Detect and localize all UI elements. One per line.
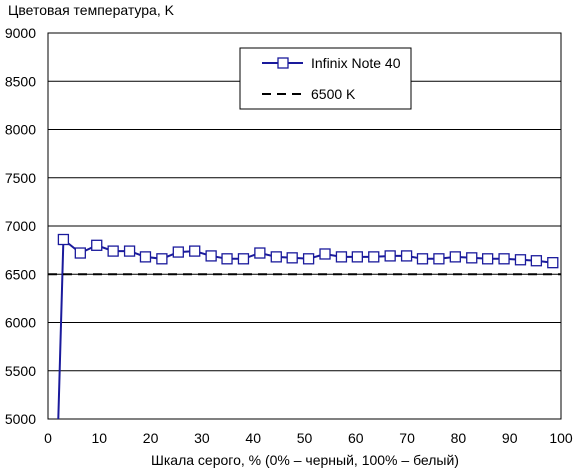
data-point-0-22 xyxy=(400,250,413,262)
data-point-0-28 xyxy=(498,253,510,265)
x-tick-30: 30 xyxy=(194,430,210,446)
y-tick-8000: 8000 xyxy=(5,122,36,138)
data-point-0-13 xyxy=(254,247,266,259)
x-tick-40: 40 xyxy=(245,430,261,446)
x-tick-100: 100 xyxy=(549,430,573,446)
data-point-0-26 xyxy=(466,252,478,264)
data-point-0-21 xyxy=(384,250,396,262)
y-tick-labels: 5000 5500 6000 6500 7000 7500 8000 8500 9000 xyxy=(5,25,36,427)
y-tick-6000: 6000 xyxy=(5,315,36,331)
data-point-0-1 xyxy=(57,233,70,246)
series-layer xyxy=(48,233,561,420)
y-tick-9000: 9000 xyxy=(5,25,36,41)
data-point-0-29 xyxy=(514,254,527,266)
data-point-0-12 xyxy=(237,253,250,265)
legend-marker-infinix xyxy=(277,57,289,69)
gridlines xyxy=(48,80,561,372)
legend: Infinix Note 40 6500 K xyxy=(239,47,412,110)
x-tick-labels: 0 10 20 30 40 50 60 70 80 90 100 xyxy=(44,430,573,446)
x-tick-80: 80 xyxy=(451,430,467,446)
data-point-0-2 xyxy=(74,247,86,259)
x-tick-60: 60 xyxy=(348,430,364,446)
data-point-0-16 xyxy=(302,253,315,265)
data-point-0-5 xyxy=(123,245,136,257)
y-tick-7500: 7500 xyxy=(5,170,36,186)
x-tick-70: 70 xyxy=(399,430,415,446)
data-point-0-4 xyxy=(107,245,119,257)
legend-box xyxy=(239,47,412,110)
y-tick-7000: 7000 xyxy=(5,218,36,234)
y-axis-title: Цветовая температура, K xyxy=(8,2,175,18)
y-tick-8500: 8500 xyxy=(5,73,36,89)
data-point-0-7 xyxy=(156,253,168,265)
legend-label-6500k: 6500 K xyxy=(311,86,356,102)
data-point-0-8 xyxy=(172,246,184,258)
x-tick-90: 90 xyxy=(502,430,518,446)
data-point-0-19 xyxy=(351,251,363,263)
data-point-0-25 xyxy=(449,251,461,263)
data-point-0-6 xyxy=(139,251,152,263)
y-tick-6500: 6500 xyxy=(5,266,36,282)
x-tick-50: 50 xyxy=(297,430,313,446)
data-point-0-24 xyxy=(433,253,445,265)
data-point-0-18 xyxy=(335,251,348,263)
legend-label-infinix: Infinix Note 40 xyxy=(311,55,401,71)
plot-frame xyxy=(47,32,562,420)
series-line-0 xyxy=(57,237,553,420)
data-point-0-14 xyxy=(270,251,282,263)
data-point-0-10 xyxy=(205,250,217,262)
data-point-0-31 xyxy=(547,257,559,269)
data-point-0-30 xyxy=(530,255,543,267)
x-tick-0: 0 xyxy=(44,430,52,446)
data-point-0-27 xyxy=(481,253,494,265)
x-tick-20: 20 xyxy=(143,430,159,446)
data-point-0-11 xyxy=(221,253,233,265)
data-point-0-9 xyxy=(189,245,201,257)
y-tick-5000: 5000 xyxy=(5,411,36,427)
data-point-0-15 xyxy=(286,252,298,264)
data-point-0-17 xyxy=(319,248,331,260)
x-tick-10: 10 xyxy=(92,430,108,446)
data-point-0-20 xyxy=(368,251,380,263)
data-point-0-23 xyxy=(416,253,429,265)
x-axis-title: Шкала серого, % (0% – черный, 100% – бел… xyxy=(151,452,459,468)
data-point-0-3 xyxy=(91,239,103,251)
y-tick-5500: 5500 xyxy=(5,363,36,379)
